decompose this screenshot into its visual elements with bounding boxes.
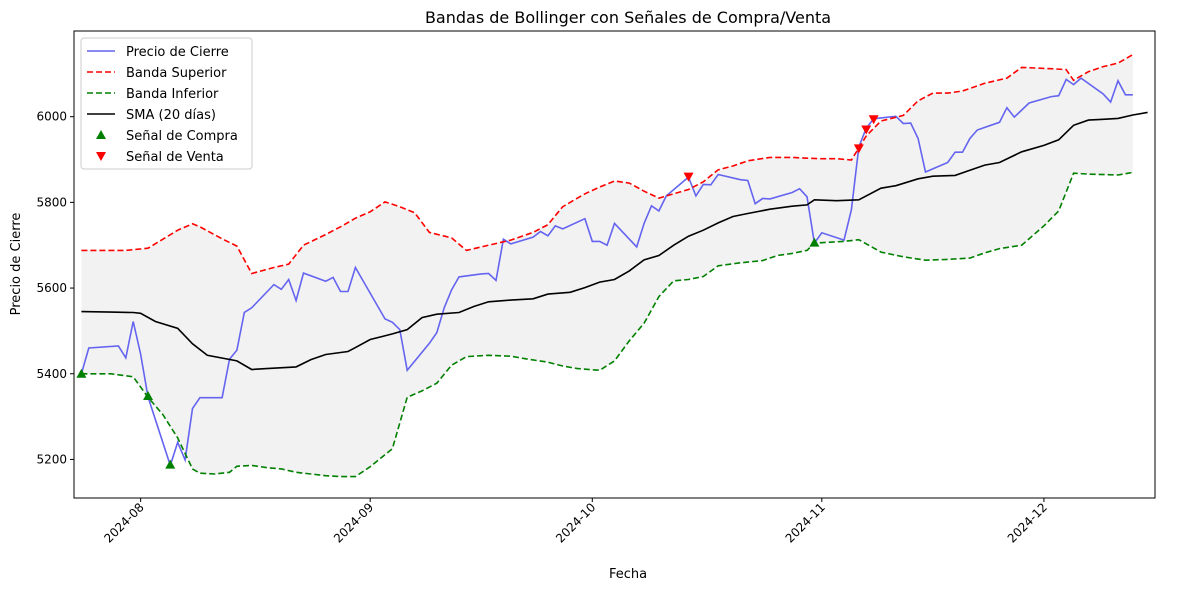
x-tick-label-0: 2024-08	[101, 500, 146, 545]
y-axis-label: Precio de Cierre	[9, 213, 24, 316]
buy-signal-marker-2	[165, 459, 176, 469]
sell-signal-marker-3	[868, 115, 879, 125]
x-tick-label-3: 2024-11	[783, 500, 828, 545]
series-lines	[80, 53, 1148, 478]
legend-label-5: Señal de Venta	[126, 150, 224, 165]
y-tick-label-0: 5200	[36, 452, 67, 466]
sell-signal-marker-2	[861, 125, 872, 135]
y-tick-label-2: 5600	[36, 281, 67, 295]
bollinger-band-fill	[81, 54, 1133, 477]
legend-items: Precio de Cierre Banda Superior Banda Infe…	[87, 45, 238, 165]
y-tick-label-1: 5400	[36, 367, 67, 381]
legend-swatch-5	[96, 152, 106, 161]
buy-signal-marker-3	[809, 237, 820, 247]
series-line-1	[81, 53, 1134, 275]
series-line-3	[81, 111, 1148, 371]
x-tick-label-4: 2024-12	[1005, 500, 1050, 545]
legend-label-1: Banda Superior	[126, 66, 227, 81]
sell-signal-marker-1	[853, 144, 864, 154]
legend-label-3: SMA (20 días)	[126, 108, 216, 123]
legend: Precio de Cierre Banda Superior Banda Infe…	[80, 37, 253, 170]
legend-label-4: Señal de Compra	[126, 129, 238, 144]
series-line-2	[81, 171, 1133, 478]
legend-swatch-4	[96, 130, 106, 139]
sell-signal-marker-0	[683, 172, 694, 182]
signal-markers	[76, 115, 879, 469]
buy-signal-marker-1	[143, 391, 154, 401]
legend-box	[80, 37, 253, 170]
buy-signal-marker-0	[76, 368, 87, 378]
series-line-0	[80, 77, 1133, 469]
y-axis: 5200 5400 5600 5800 6000	[36, 110, 74, 466]
x-axis: 2024-08 2024-09 2024-10 2024-11 2024-12	[101, 498, 1050, 546]
legend-label-2: Banda Inferior	[126, 87, 219, 102]
x-axis-label: Fecha	[609, 567, 647, 582]
y-tick-label-3: 5800	[36, 195, 67, 209]
plot-frame	[73, 30, 1156, 499]
plot-area	[76, 53, 1148, 478]
x-tick-label-2: 2024-10	[553, 500, 598, 545]
y-tick-label-4: 6000	[36, 110, 67, 124]
x-tick-label-1: 2024-09	[331, 500, 376, 545]
legend-label-0: Precio de Cierre	[126, 45, 229, 60]
chart-title: Bandas de Bollinger con Señales de Compr…	[425, 8, 831, 27]
